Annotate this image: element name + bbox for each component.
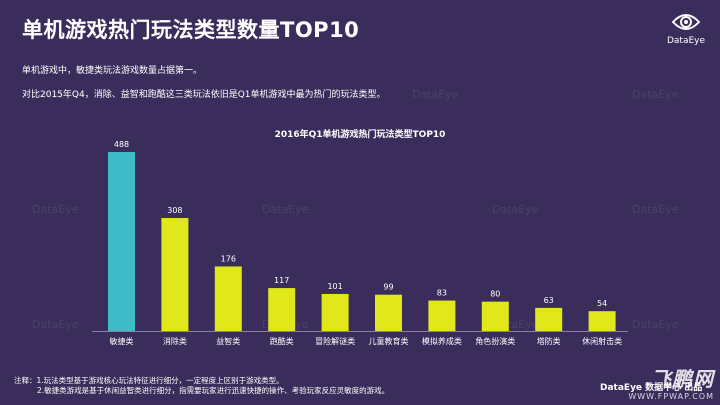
data-label: 80 xyxy=(490,290,500,299)
watermark: DataEye xyxy=(262,203,309,216)
x-tick-label: 消除类 xyxy=(163,336,187,346)
data-label: 83 xyxy=(437,289,447,298)
data-label: 176 xyxy=(221,254,236,263)
bar xyxy=(535,307,563,331)
brand-logo: DataEye xyxy=(660,10,712,50)
x-tick-label: 儿童教育类 xyxy=(369,336,409,346)
description-line-2: 对比2015年Q4，消除、益智和跑酷这三类玩法依旧是Q1单机游戏中最为热门的玩法… xyxy=(22,90,386,100)
watermark: DataEye xyxy=(632,203,679,216)
watermark: DataEye xyxy=(32,203,79,216)
bar xyxy=(428,300,456,331)
data-label: 63 xyxy=(544,296,554,305)
watermark: DataEye xyxy=(632,318,679,331)
watermark: DataEye xyxy=(262,88,309,101)
footer-brand: DataEye 数据中心 出品 xyxy=(600,383,703,393)
x-tick-label: 益智类 xyxy=(216,336,240,346)
data-label: 117 xyxy=(274,276,289,285)
bar xyxy=(321,293,349,331)
bar xyxy=(375,294,402,331)
watermark: DataEye xyxy=(32,318,79,331)
data-label: 54 xyxy=(597,299,607,308)
x-tick-label: 塔防类 xyxy=(537,336,561,346)
footnote-line-2: 2.敏捷类游戏是基于休闲益智类进行细分，指需要玩家进行迅速快捷的操作、考验玩家反… xyxy=(37,386,390,395)
x-tick-label: 休闲射击类 xyxy=(582,336,622,346)
page-title: 单机游戏热门玩法类型数量TOP10 xyxy=(22,18,360,42)
data-label: 308 xyxy=(167,206,182,215)
watermark: DataEye xyxy=(32,88,79,101)
x-tick-label: 敏捷类 xyxy=(110,336,134,346)
data-label: 488 xyxy=(114,140,129,149)
chart-title: 2016年Q1单机游戏热门玩法类型TOP10 xyxy=(274,130,446,140)
footnote-line-1: 注释：1.玩法类型基于游戏核心玩法特征进行细分，一定程度上区别于游戏类型。 xyxy=(14,376,284,385)
site-url: WWW.FPWAP.COM xyxy=(628,392,714,401)
site-watermark: 飞鹏网 WWW.FPWAP.COM xyxy=(628,363,714,401)
x-tick-label: 角色扮演类 xyxy=(475,336,515,346)
watermark: DataEye xyxy=(412,88,459,101)
bar xyxy=(161,218,189,331)
description-line-1: 单机游戏中，敏捷类玩法游戏数量占据第一。 xyxy=(22,66,203,76)
x-tick-label: 冒险解谜类 xyxy=(315,336,355,346)
watermark: DataEye xyxy=(492,203,539,216)
bar xyxy=(268,288,296,331)
eye-icon xyxy=(671,14,701,30)
bar xyxy=(214,266,242,331)
x-tick-label: 跑酷类 xyxy=(270,336,294,346)
site-mark-text: 飞鹏网 xyxy=(651,367,714,391)
bar xyxy=(481,301,509,331)
bar xyxy=(108,152,135,331)
bar xyxy=(588,311,616,331)
logo-text: DataEye xyxy=(666,36,706,46)
watermark: DataEye xyxy=(632,88,679,101)
data-label: 101 xyxy=(327,282,342,291)
data-label: 99 xyxy=(383,283,393,292)
x-tick-label: 模拟养成类 xyxy=(422,336,462,346)
